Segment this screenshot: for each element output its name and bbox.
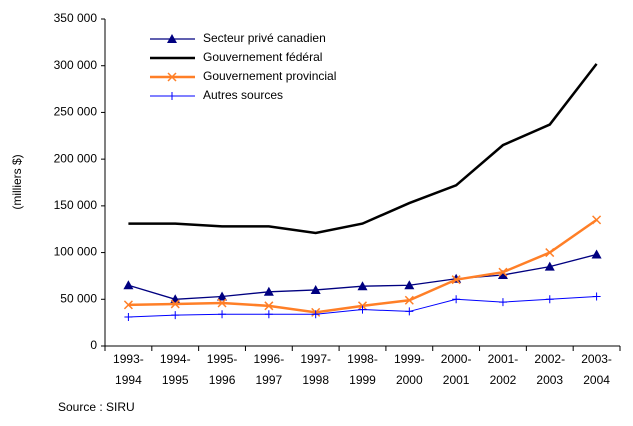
marker xyxy=(263,286,274,296)
marker xyxy=(217,291,228,301)
marker xyxy=(167,34,177,43)
marker xyxy=(404,280,415,290)
legend-label: Gouvernement fédéral xyxy=(203,50,322,64)
y-tick-label: 250 000 xyxy=(54,105,98,119)
legend-label: Autres sources xyxy=(203,88,283,102)
y-tick-label: 0 xyxy=(90,338,97,352)
legend-label: Secteur privé canadien xyxy=(203,31,326,45)
x-tick-label: 2001-2002 xyxy=(488,352,519,387)
marker xyxy=(358,305,367,314)
marker xyxy=(171,311,180,320)
x-tick-label: 1999-2000 xyxy=(394,352,425,387)
y-tick-label: 300 000 xyxy=(54,58,98,72)
marker xyxy=(545,295,554,304)
marker xyxy=(310,284,321,294)
marker xyxy=(123,280,134,290)
marker xyxy=(217,298,227,308)
marker xyxy=(168,92,176,100)
x-tick-label: 1995-1996 xyxy=(207,352,238,387)
y-tick-label: 200 000 xyxy=(54,151,98,165)
marker xyxy=(311,310,320,319)
line xyxy=(128,63,598,235)
marker xyxy=(167,72,177,82)
marker xyxy=(544,261,555,271)
marker xyxy=(218,310,227,319)
marker xyxy=(497,269,508,279)
marker xyxy=(498,267,508,277)
marker xyxy=(498,298,507,307)
y-axis-label: (milliers $) xyxy=(10,154,24,209)
x-tick-label: 2002-2003 xyxy=(534,352,565,387)
marker xyxy=(264,310,273,319)
legend-label: Gouvernement provincial xyxy=(203,69,336,83)
y-tick-label: 350 000 xyxy=(54,11,98,25)
marker xyxy=(404,295,414,305)
x-tick-label: 1997-1998 xyxy=(300,352,331,387)
marker xyxy=(124,313,133,322)
y-tick-label: 100 000 xyxy=(54,245,98,259)
marker xyxy=(264,301,274,311)
marker xyxy=(592,292,601,301)
marker xyxy=(123,300,133,310)
x-tick-label: 2003-2004 xyxy=(581,352,612,387)
marker xyxy=(591,249,602,259)
y-tick-label: 150 000 xyxy=(54,198,98,212)
x-tick-label: 1996-1997 xyxy=(254,352,285,387)
marker xyxy=(405,307,414,316)
x-tick-label: 2000-2001 xyxy=(441,352,472,387)
marker xyxy=(451,275,461,285)
x-tick-label: 1998-1999 xyxy=(347,352,378,387)
x-tick-label: 1993-1994 xyxy=(113,352,144,387)
marker xyxy=(170,299,180,309)
y-tick-label: 50 000 xyxy=(60,291,97,305)
marker xyxy=(545,248,555,258)
marker xyxy=(592,215,602,225)
marker xyxy=(452,295,461,304)
source: Source : SIRU xyxy=(58,400,135,414)
x-tick-label: 1994-1995 xyxy=(160,352,191,387)
marker xyxy=(357,281,368,291)
